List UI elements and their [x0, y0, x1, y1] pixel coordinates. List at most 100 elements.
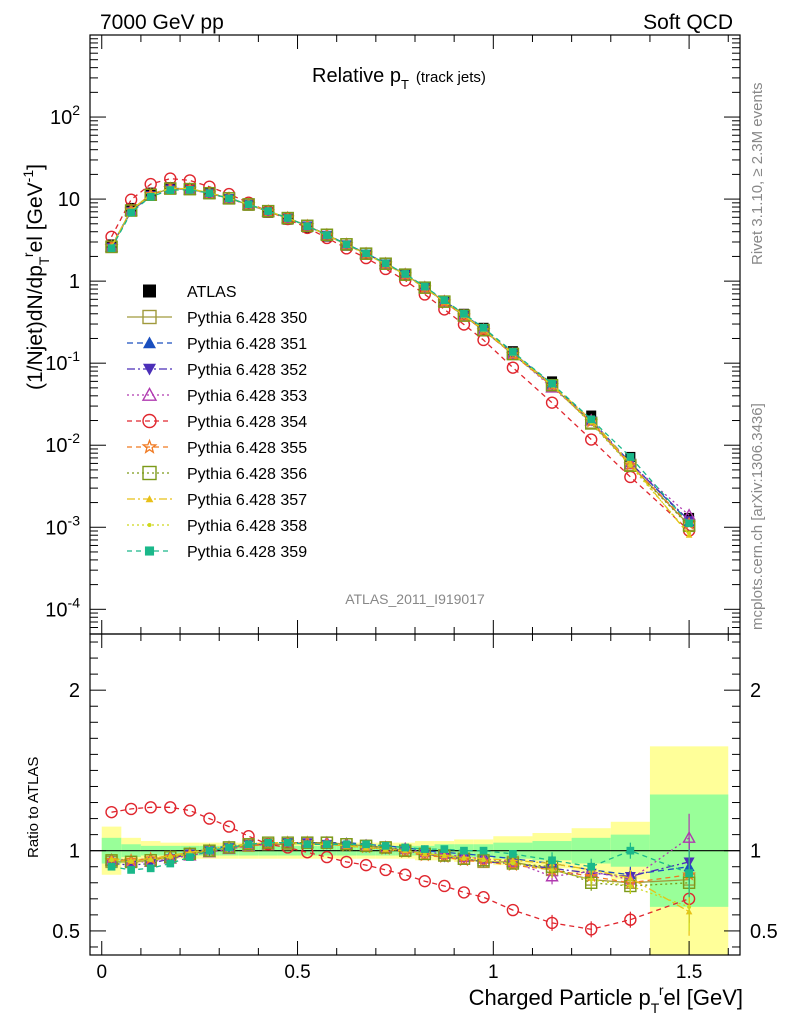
legend-marker: [144, 546, 155, 556]
data-point-ratio: [323, 840, 331, 849]
ratio-tick-label-right: 0.5: [750, 921, 778, 943]
data-point-ratio: [438, 879, 451, 893]
data-point-ratio: [682, 830, 696, 843]
legend-marker: [145, 495, 154, 503]
data-point-ratio: [124, 802, 138, 816]
legend-label: Pythia 6.428 351: [187, 336, 307, 353]
data-point-ratio: [545, 916, 559, 930]
data-point-main: [127, 208, 135, 217]
y-axis-label: (1/Njet)dN/dpTrel [GeV-1]: [20, 164, 52, 390]
data-point-main: [585, 433, 598, 446]
data-point-main: [203, 186, 216, 200]
data-point-ratio: [164, 801, 177, 814]
data-point-ratio: [437, 846, 452, 859]
data-point-ratio: [442, 853, 447, 858]
data-point-main: [545, 378, 559, 392]
data-point-ratio: [477, 891, 490, 904]
data-point-main: [548, 379, 556, 388]
data-point-ratio: [144, 801, 157, 814]
legend-entry: Pythia 6.428 357: [127, 492, 307, 509]
data-point-main: [105, 240, 118, 253]
data-point-ratio: [589, 877, 594, 882]
data-point-main: [418, 281, 431, 294]
data-point-main: [479, 323, 488, 332]
data-point-ratio: [244, 840, 253, 849]
data-point-main: [205, 189, 214, 198]
data-point-main: [506, 361, 520, 374]
legend-marker: [143, 336, 156, 349]
legend-entry: ATLAS: [143, 284, 237, 301]
ratio-tick-label-right: 2: [750, 680, 761, 702]
ratio-tick-label-left: 0.5: [52, 921, 80, 943]
data-point-ratio: [359, 858, 373, 872]
data-point-main: [264, 207, 273, 215]
data-point-main: [687, 531, 692, 536]
data-point-main: [107, 244, 116, 253]
legend-entry: Pythia 6.428 353: [127, 387, 307, 405]
data-point-ratio: [418, 874, 431, 888]
data-point-main: [545, 396, 559, 409]
data-point-ratio: [222, 841, 236, 854]
data-point-ratio: [585, 923, 598, 936]
legend-entry: Pythia 6.428 355: [127, 438, 307, 457]
y-tick-label: 10: [58, 189, 80, 211]
data-point-ratio: [379, 863, 392, 877]
data-point-ratio: [461, 856, 466, 861]
data-point-ratio: [457, 850, 471, 863]
x-tick-label: 0.5: [284, 962, 310, 983]
legend-label: ATLAS: [187, 284, 237, 301]
data-point-main: [420, 282, 429, 291]
legend-label: Pythia 6.428 350: [187, 310, 307, 327]
data-point-main: [399, 268, 412, 281]
data-point-ratio: [105, 805, 118, 819]
legend-label: Pythia 6.428 356: [187, 466, 307, 483]
analysis-label: ATLAS_2011_I919017: [345, 591, 485, 607]
legend-marker: [142, 413, 157, 429]
data-point-main: [283, 214, 292, 222]
legend-marker: [143, 363, 156, 376]
data-point-main: [244, 200, 253, 209]
data-point-ratio: [359, 839, 373, 853]
legend-entry: Pythia 6.428 356: [127, 465, 307, 483]
data-point-ratio: [628, 883, 633, 888]
data-point-ratio: [127, 866, 135, 874]
axis-ticks: 0 0.5 1 1.5 10-4 10-3 10-2 10-1 1 10 102 0.5 0.5 1 1 2 2: [45, 34, 778, 983]
data-point-main: [146, 192, 155, 201]
ratio-plot-frame: [89, 633, 741, 956]
rivet-label: Rivet 3.1.10, ≥ 2.3M events: [749, 83, 766, 266]
data-point-main: [242, 198, 255, 211]
data-point-ratio: [183, 804, 197, 817]
data-point-ratio: [481, 858, 486, 863]
data-point-ratio: [506, 854, 520, 868]
x-tick-label: 1.5: [676, 962, 702, 983]
legend-marker: [142, 309, 157, 325]
data-point-ratio: [129, 859, 134, 864]
data-point-ratio: [401, 843, 410, 852]
data-point-main: [222, 192, 236, 205]
data-point-main: [379, 257, 392, 270]
data-point-ratio: [399, 868, 412, 881]
y-tick-label: 10-3: [45, 512, 80, 539]
data-point-ratio: [320, 836, 334, 849]
data-point-main: [685, 519, 693, 528]
data-point-main: [477, 333, 490, 347]
data-point-ratio: [550, 867, 555, 872]
data-point-ratio: [687, 904, 692, 909]
data-point-ratio: [283, 838, 292, 847]
legend-marker: [142, 465, 157, 481]
series-pythia-6-428-359: [107, 185, 693, 898]
data-point-ratio: [264, 838, 273, 847]
data-point-main: [544, 378, 560, 392]
data-point-main: [166, 186, 175, 194]
plot-title-sub: T: [401, 77, 409, 92]
ratio-tick-label-right: 1: [750, 841, 761, 863]
data-point-ratio: [168, 855, 173, 860]
legend-entry: Pythia 6.428 352: [127, 362, 307, 379]
data-point-main: [359, 247, 373, 260]
data-point-ratio: [146, 864, 155, 873]
data-point-ratio: [548, 856, 556, 865]
data-point-ratio: [166, 859, 175, 868]
data-point-main: [509, 348, 517, 356]
legend-label: Pythia 6.428 357: [187, 492, 307, 509]
legend-entry: Pythia 6.428 351: [127, 336, 307, 353]
